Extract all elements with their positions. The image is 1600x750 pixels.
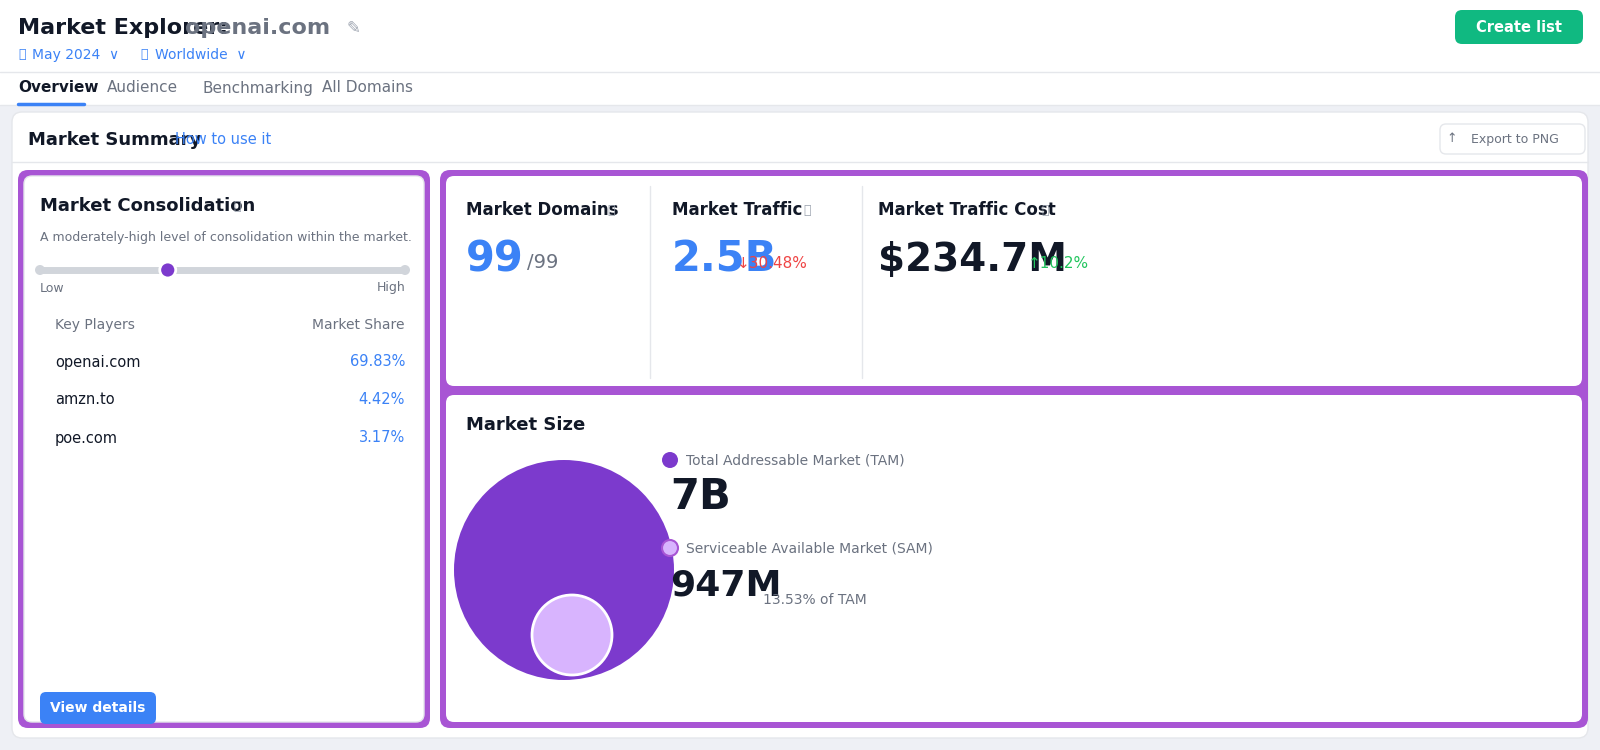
Circle shape: [454, 460, 674, 680]
Text: ⓘ: ⓘ: [234, 200, 240, 212]
FancyBboxPatch shape: [446, 395, 1582, 722]
Text: amzn.to: amzn.to: [54, 392, 115, 407]
Text: 🗓: 🗓: [18, 49, 26, 62]
Text: $234.7M: $234.7M: [878, 241, 1067, 279]
Text: May 2024  ∨: May 2024 ∨: [32, 48, 118, 62]
FancyBboxPatch shape: [0, 0, 1600, 105]
Text: Worldwide  ∨: Worldwide ∨: [155, 48, 246, 62]
Text: 4.42%: 4.42%: [358, 392, 405, 407]
Text: ⓘ: ⓘ: [1042, 203, 1048, 217]
Text: Market Traffic: Market Traffic: [672, 201, 802, 219]
Text: High: High: [376, 281, 405, 295]
Text: Low: Low: [40, 281, 64, 295]
Text: 947M: 947M: [670, 569, 781, 603]
Text: openai.com: openai.com: [54, 355, 141, 370]
Circle shape: [400, 265, 410, 275]
FancyBboxPatch shape: [1454, 10, 1582, 44]
Circle shape: [662, 540, 678, 556]
FancyBboxPatch shape: [18, 170, 430, 728]
Text: ⓘ: ⓘ: [803, 203, 811, 217]
Text: poe.com: poe.com: [54, 430, 118, 445]
Text: ⓘ: ⓘ: [606, 203, 614, 217]
Text: View details: View details: [50, 701, 146, 715]
FancyBboxPatch shape: [446, 387, 1582, 395]
Text: ↑10.2%: ↑10.2%: [1027, 256, 1090, 271]
FancyBboxPatch shape: [13, 112, 1587, 738]
FancyBboxPatch shape: [40, 692, 157, 724]
Text: Benchmarking: Benchmarking: [202, 80, 314, 95]
Text: Total Addressable Market (TAM): Total Addressable Market (TAM): [686, 453, 904, 467]
Text: Audience: Audience: [107, 80, 178, 95]
Text: Market Explorer:: Market Explorer:: [18, 18, 229, 38]
Text: 7B: 7B: [670, 476, 731, 518]
FancyBboxPatch shape: [440, 170, 1587, 728]
Text: openai.com: openai.com: [186, 18, 330, 38]
FancyBboxPatch shape: [24, 176, 424, 722]
Text: A moderately-high level of consolidation within the market.: A moderately-high level of consolidation…: [40, 232, 411, 244]
Circle shape: [160, 262, 176, 278]
Text: Key Players: Key Players: [54, 318, 134, 332]
Text: 69.83%: 69.83%: [350, 355, 405, 370]
Text: Market Summary: Market Summary: [29, 131, 202, 149]
Text: Market Consolidation: Market Consolidation: [40, 197, 256, 215]
Text: /99: /99: [526, 254, 558, 272]
Text: Market Size: Market Size: [466, 416, 586, 434]
Text: ↓30.48%: ↓30.48%: [738, 256, 808, 271]
Text: 13.53% of TAM: 13.53% of TAM: [763, 593, 867, 607]
FancyBboxPatch shape: [1440, 124, 1586, 154]
Text: 🌐: 🌐: [141, 49, 147, 62]
Text: 3.17%: 3.17%: [358, 430, 405, 445]
Text: ↑: ↑: [1446, 133, 1456, 146]
FancyBboxPatch shape: [446, 176, 1582, 386]
Text: Export to PNG: Export to PNG: [1470, 133, 1558, 146]
Circle shape: [35, 265, 45, 275]
Text: Overview: Overview: [18, 80, 99, 95]
Text: Create list: Create list: [1475, 20, 1562, 34]
Text: 2.5B: 2.5B: [672, 239, 778, 281]
Text: Market Traffic Cost: Market Traffic Cost: [878, 201, 1056, 219]
Text: All Domains: All Domains: [322, 80, 413, 95]
Text: 99: 99: [466, 239, 523, 281]
Text: Serviceable Available Market (SAM): Serviceable Available Market (SAM): [686, 541, 933, 555]
Circle shape: [662, 452, 678, 468]
Text: Market Domains: Market Domains: [466, 201, 619, 219]
Text: Market Share: Market Share: [312, 318, 405, 332]
Text: ✎: ✎: [347, 19, 362, 37]
Circle shape: [531, 595, 611, 675]
Text: How to use it: How to use it: [174, 133, 272, 148]
